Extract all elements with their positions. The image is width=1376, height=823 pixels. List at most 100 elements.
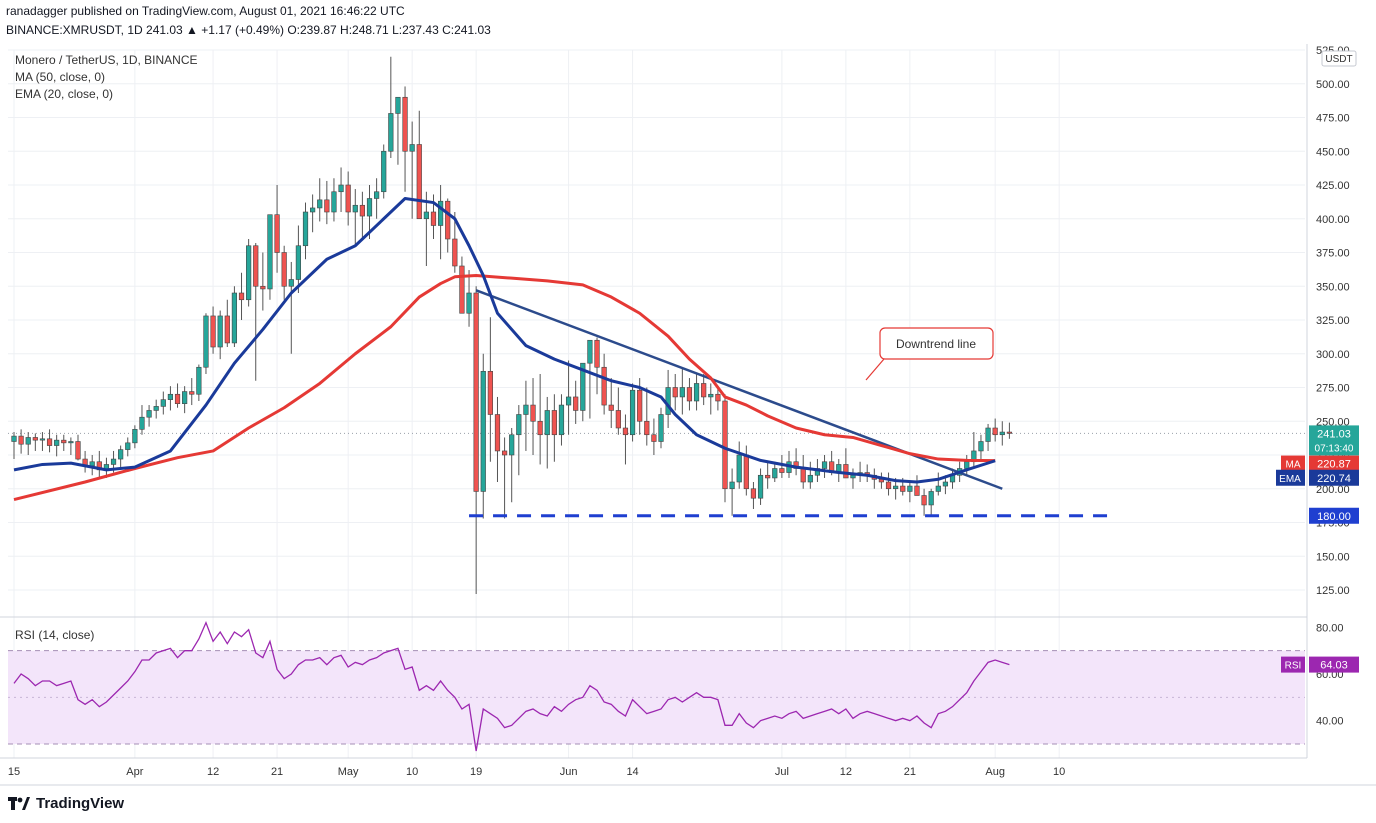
price-axis-tick-label: 250.00 — [1316, 416, 1350, 428]
candle-bearish — [359, 204, 365, 217]
candle-bullish — [132, 429, 138, 444]
candle-bullish — [231, 292, 238, 344]
candle-bearish — [18, 435, 24, 445]
annotation-text: Downtrend line — [896, 337, 976, 351]
last-price-label-bg — [1309, 425, 1359, 456]
price-axis-tick-label: 400.00 — [1316, 214, 1350, 226]
candle-bearish — [594, 339, 600, 368]
symbol-ohlc-line: BINANCE:XMRUSDT, 1D 241.03 ▲ +1.17 (+0.4… — [6, 23, 491, 37]
tradingview-brand-text: TradingView — [36, 795, 125, 812]
candle-bullish — [146, 410, 152, 418]
candle-bearish — [530, 404, 536, 422]
tradingview-logo-icon — [8, 796, 30, 811]
candle-bearish — [487, 370, 493, 415]
candle-bearish — [551, 410, 557, 436]
candle-bearish — [743, 454, 749, 490]
candle-bearish — [601, 366, 607, 406]
candle-bearish — [32, 437, 38, 441]
rsi-legend: RSI (14, close) — [15, 628, 95, 642]
candle-bullish — [288, 279, 294, 287]
rsi-tag-bg — [1281, 656, 1305, 673]
ema-price-label-bg — [1309, 469, 1359, 486]
candle-bearish — [637, 389, 643, 422]
tradingview-logo[interactable]: TradingView — [8, 795, 124, 812]
candle-bearish — [715, 393, 721, 402]
candle-bullish — [11, 435, 17, 442]
candle-bullish — [331, 191, 337, 213]
time-axis-tick-label: Aug — [985, 766, 1005, 778]
price-axis-tick-label: 350.00 — [1316, 281, 1350, 293]
rsi-value-label-bg — [1309, 656, 1359, 673]
candle-bearish — [174, 393, 181, 404]
candle-bullish — [54, 439, 60, 446]
candle-bearish — [686, 387, 693, 402]
candle-bearish — [473, 292, 479, 492]
bar-countdown-label: 07:13:40 — [1315, 443, 1354, 454]
candle-bullish — [352, 204, 358, 213]
candle-bearish — [900, 485, 906, 492]
candle-bullish — [246, 245, 252, 301]
time-axis-tick-label: 21 — [904, 766, 916, 778]
candle-bearish — [459, 265, 465, 314]
candle-bearish — [324, 199, 330, 213]
candle-bearish — [779, 468, 785, 473]
ema-tag-bg — [1276, 469, 1305, 486]
candle-bullish — [978, 441, 984, 452]
candle-bullish — [544, 410, 550, 436]
candle-bullish — [267, 214, 273, 290]
time-axis-tick-label: Jul — [775, 766, 789, 778]
price-axis-tick-label: 150.00 — [1316, 551, 1350, 563]
candle-bearish — [1006, 431, 1012, 434]
candle-bullish — [182, 391, 188, 404]
candle-bearish — [573, 396, 579, 411]
candle-bullish — [153, 406, 159, 411]
rsi-value-label: 64.03 — [1320, 660, 1348, 672]
candle-bearish — [701, 383, 707, 398]
candle-bullish — [693, 383, 700, 402]
rsi-axis-tick-label: 40.00 — [1316, 716, 1344, 728]
candle-bullish — [395, 96, 401, 114]
candle-bullish — [942, 481, 949, 487]
candle-bullish — [317, 199, 323, 209]
candle-bearish — [75, 441, 81, 460]
candle-bullish — [558, 404, 565, 436]
candle-bearish — [224, 315, 230, 344]
candle-bearish — [750, 488, 757, 499]
candle-bullish — [516, 414, 522, 436]
candle-bearish — [430, 211, 437, 226]
candle-bullish — [893, 485, 899, 490]
candle-bullish — [295, 245, 302, 280]
candle-bearish — [615, 410, 621, 429]
ema-tag: EMA — [1279, 474, 1301, 485]
candle-bullish — [381, 150, 387, 193]
chart-legend-ma: MA (50, close, 0) — [15, 70, 106, 84]
annotation-pointer — [865, 358, 885, 381]
time-axis-tick-label: 19 — [470, 766, 482, 778]
support-price-label-bg — [1309, 507, 1359, 524]
support-price-label: 180.00 — [1317, 511, 1351, 523]
candle-bullish — [928, 491, 934, 506]
candle-bearish — [46, 438, 53, 446]
candle-bullish — [118, 449, 124, 460]
candle-bullish — [302, 211, 309, 247]
candle-bullish — [587, 339, 593, 364]
candle-bullish — [374, 191, 380, 199]
ma-price-label: 220.87 — [1317, 459, 1351, 471]
candle-bullish — [729, 481, 735, 490]
candle-bullish — [580, 362, 586, 411]
candle-bullish — [89, 461, 95, 467]
candle-bullish — [907, 485, 913, 492]
candle-bullish — [629, 389, 636, 436]
candle-bullish — [935, 485, 941, 492]
publisher-line: ranadagger published on TradingView.com,… — [6, 4, 405, 18]
candle-bullish — [217, 315, 223, 348]
ema20-line — [13, 197, 996, 484]
ma-tag: MA — [1286, 460, 1301, 471]
candle-bearish — [914, 485, 920, 496]
candle-bearish — [651, 434, 657, 442]
price-axis-tick-label: 325.00 — [1316, 315, 1350, 327]
candle-bullish — [423, 211, 429, 220]
candle-bullish — [964, 461, 970, 469]
price-axis-tick-label: 300.00 — [1316, 349, 1350, 361]
